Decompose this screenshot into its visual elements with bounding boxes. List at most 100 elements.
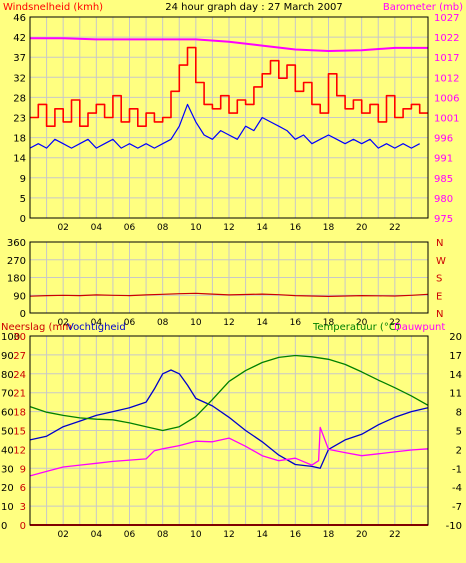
barometer-axis-label: Barometer (mb)	[383, 2, 463, 13]
x-tick-label-06: 06	[124, 530, 136, 540]
rain-tick-4: 18	[13, 408, 26, 419]
barometer-tick-9: 980	[434, 194, 453, 205]
wind-speed-axis-label: Windsnelheid (kmh)	[3, 2, 103, 13]
x-tick-label-02: 02	[57, 318, 68, 328]
wind-speed-tick-1: 42	[13, 33, 26, 44]
x-tick-label-12: 12	[223, 530, 234, 540]
direction-tick-1: 270	[7, 256, 26, 267]
x-tick-label-14: 14	[256, 318, 268, 328]
temperature-tick-5: 5	[456, 427, 462, 438]
x-tick-label-22: 22	[389, 530, 400, 540]
humidity-tick-2: 80	[1, 370, 14, 381]
chart-title: 24 hour graph day : 27 March 2007	[165, 2, 343, 13]
x-tick-label-20: 20	[356, 223, 368, 233]
humidity-tick-7: 30	[1, 464, 14, 475]
x-tick-label-08: 08	[157, 223, 169, 233]
temperature-tick-9: -7	[452, 502, 462, 513]
temperature-tick-1: 17	[449, 351, 462, 362]
humidity-tick-4: 60	[1, 408, 14, 419]
wind-speed-tick-7: 14	[13, 154, 26, 165]
x-tick-label-06: 06	[124, 318, 136, 328]
wind-panel-frame	[29, 16, 429, 219]
compass-tick-0: N	[436, 238, 443, 249]
wind-panel-x-tick-labels: 02 04 06 08 10 12 14 16 18 20 22	[57, 223, 400, 233]
humidity-tick-10: 0	[1, 521, 7, 532]
x-tick-label-20: 20	[356, 530, 368, 540]
rain-tick-8: 6	[20, 483, 26, 494]
x-tick-label-10: 10	[190, 530, 202, 540]
temperature-tick-6: 2	[456, 445, 462, 456]
rain-axis-label: Neerslag (mm	[1, 322, 72, 333]
x-tick-label-16: 16	[290, 223, 302, 233]
barometer-tick-7: 991	[434, 154, 453, 165]
climate-panel-grid	[30, 336, 428, 525]
x-tick-label-18: 18	[323, 223, 335, 233]
humidity-tick-3: 70	[1, 389, 14, 400]
dewpoint-line	[29, 426, 429, 477]
x-tick-label-16: 16	[290, 318, 302, 328]
climate-panel-frame	[29, 335, 429, 526]
wind-panel-grid	[30, 17, 428, 218]
compass-tick-3: E	[436, 291, 442, 302]
wind-speed-tick-6: 18	[13, 134, 26, 145]
direction-panel-series	[29, 292, 429, 297]
temperature-tick-10: -10	[446, 521, 462, 532]
x-tick-label-02: 02	[57, 223, 68, 233]
wind-gust-line	[30, 46, 428, 127]
x-tick-label-16: 16	[290, 530, 302, 540]
wind-speed-tick-10: 0	[20, 214, 26, 225]
humidity-tick-8: 20	[1, 483, 14, 494]
temperature-axis-label: Temperatuur (°C)	[312, 322, 400, 333]
rain-tick-9: 3	[20, 502, 26, 513]
direction-tick-3: 90	[13, 291, 26, 302]
x-tick-label-12: 12	[223, 223, 234, 233]
direction-panel-frame	[29, 241, 429, 314]
temperature-tick-4: 8	[456, 408, 462, 419]
temperature-tick-0: 20	[449, 332, 462, 343]
x-tick-label-22: 22	[389, 223, 400, 233]
x-tick-label-18: 18	[323, 318, 335, 328]
wind-speed-tick-0: 46	[13, 13, 26, 24]
wind-speed-tick-3: 32	[13, 73, 26, 84]
direction-tick-4: 0	[20, 309, 26, 320]
humidity-tick-9: 10	[1, 502, 14, 513]
x-tick-label-12: 12	[223, 318, 234, 328]
rain-tick-7: 9	[20, 464, 26, 475]
temperature-line	[29, 354, 429, 432]
humidity-tick-0: 100	[1, 332, 20, 343]
x-tick-label-08: 08	[157, 318, 169, 328]
x-tick-label-04: 04	[91, 318, 103, 328]
compass-tick-2: S	[436, 274, 442, 285]
rain-tick-1: 27	[13, 351, 26, 362]
humidity-axis-label: Vochtigheid	[67, 322, 126, 333]
climate-panel-x-tick-labels: 02 04 06 08 10 12 14 16 18 20 22	[57, 530, 400, 540]
wind-panel-series	[29, 37, 428, 149]
compass-tick-1: W	[436, 256, 446, 267]
barometer-tick-6: 996	[434, 134, 453, 145]
compass-tick-4: N	[436, 309, 443, 320]
temperature-tick-8: -4	[452, 483, 462, 494]
wind-speed-tick-8: 9	[20, 174, 26, 185]
barometer-tick-2: 1017	[434, 53, 459, 64]
humidity-tick-1: 90	[1, 351, 14, 362]
temperature-tick-labels: 20 17 14 11 8 5 2 -1 -4 -7 -10	[446, 332, 462, 532]
temperature-tick-3: 11	[449, 389, 462, 400]
wind-speed-tick-labels: 46 42 37 32 28 23 18 14 9 5 0	[13, 13, 26, 225]
x-tick-label-04: 04	[91, 223, 103, 233]
wind-speed-tick-2: 37	[13, 53, 26, 64]
x-tick-label-10: 10	[190, 318, 202, 328]
direction-panel-grid	[30, 242, 428, 313]
direction-tick-2: 180	[7, 274, 26, 285]
wind-speed-tick-9: 5	[20, 194, 26, 205]
barometer-line	[30, 37, 428, 52]
barometer-tick-4: 1006	[434, 93, 459, 104]
barometer-tick-5: 1001	[434, 114, 459, 125]
humidity-tick-5: 50	[1, 427, 14, 438]
rain-tick-3: 21	[13, 389, 26, 400]
wind-speed-tick-5: 23	[13, 114, 26, 125]
temperature-tick-7: -1	[452, 464, 462, 475]
rain-tick-10: 0	[20, 521, 26, 532]
